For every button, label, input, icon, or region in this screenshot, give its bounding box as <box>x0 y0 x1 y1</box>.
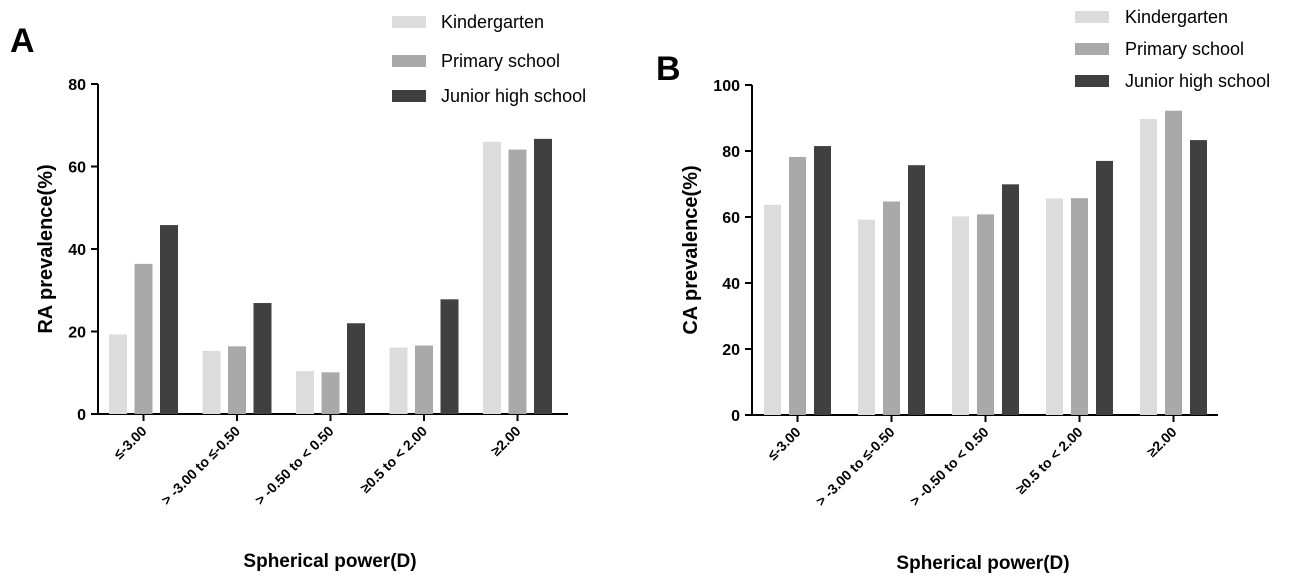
bar-primary-school <box>508 149 527 414</box>
y-axis-label: CA prevalence(%) <box>680 165 702 334</box>
panel-label: B <box>656 50 681 88</box>
y-tick-label: 60 <box>722 210 740 227</box>
bar-primary-school <box>1071 198 1088 415</box>
bar-junior-high-school <box>534 138 552 415</box>
y-tick-label: 40 <box>68 242 86 259</box>
bar-primary-school <box>789 156 806 415</box>
bar-primary-school <box>1165 110 1182 416</box>
legend-swatch <box>392 55 426 67</box>
x-tick-label: ≥0.5 to < 2.00 <box>357 423 430 496</box>
bar-junior-high-school <box>160 225 178 414</box>
legend-swatch <box>392 90 426 102</box>
y-tick-label: 0 <box>77 407 86 424</box>
legend-label: Kindergarten <box>1125 7 1228 27</box>
legend-swatch <box>392 16 426 28</box>
y-tick-label: 20 <box>722 342 740 359</box>
legend-swatch <box>1075 43 1109 55</box>
bar-primary-school <box>883 201 900 415</box>
legend-label: Junior high school <box>441 86 586 106</box>
bar-kindergarten <box>1046 198 1063 415</box>
bar-kindergarten <box>858 219 875 415</box>
x-tick-label: ≤-3.00 <box>764 424 803 463</box>
legend-label: Primary school <box>441 51 560 71</box>
bar-junior-high-school <box>1002 184 1019 415</box>
y-axis-label: RA prevalence(%) <box>35 164 57 333</box>
x-tick-label: > -3.00 to ≤-0.50 <box>158 423 243 508</box>
bar-kindergarten <box>202 350 221 414</box>
panel-label: A <box>10 22 35 60</box>
bar-kindergarten <box>952 216 969 415</box>
x-tick-label: ≥2.00 <box>1144 424 1180 460</box>
y-tick-label: 40 <box>722 276 740 293</box>
bar-junior-high-school <box>908 165 925 415</box>
legend-swatch <box>1075 11 1109 23</box>
legend-label: Kindergarten <box>441 12 544 32</box>
x-tick-label: ≤-3.00 <box>110 423 149 462</box>
bar-kindergarten <box>296 371 314 414</box>
y-tick-label: 80 <box>722 144 740 161</box>
bar-primary-school <box>977 214 994 415</box>
bar-junior-high-school <box>1096 160 1113 415</box>
bar-primary-school <box>415 345 433 414</box>
x-tick-label: > -0.50 to < 0.50 <box>252 423 337 508</box>
legend-label: Junior high school <box>1125 71 1270 91</box>
bar-kindergarten <box>764 204 781 415</box>
legend-label: Primary school <box>1125 39 1244 59</box>
bar-junior-high-school <box>814 146 831 416</box>
bar-kindergarten <box>483 141 501 414</box>
x-tick-label: > -3.00 to ≤-0.50 <box>812 424 897 509</box>
bar-primary-school <box>228 346 246 414</box>
x-tick-label: ≥0.5 to < 2.00 <box>1012 424 1085 497</box>
bar-junior-high-school <box>440 299 459 414</box>
x-tick-label: > -0.50 to < 0.50 <box>907 424 992 509</box>
x-axis-label: Spherical power(D) <box>243 551 416 572</box>
bar-junior-high-school <box>1190 140 1207 416</box>
bar-kindergarten <box>389 347 408 414</box>
y-tick-label: 20 <box>68 325 86 342</box>
chart-panel-a: A 0 20 40 60 80 RA prevalence(%) Spherical powe… <box>10 12 586 572</box>
y-tick-label: 80 <box>68 77 86 94</box>
bar-kindergarten <box>1140 118 1157 416</box>
x-tick-label: ≥2.00 <box>488 423 524 459</box>
legend-swatch <box>1075 75 1109 87</box>
x-axis-label: Spherical power(D) <box>896 553 1069 574</box>
bar-junior-high-school <box>253 303 272 414</box>
y-tick-label: 100 <box>713 78 740 95</box>
chart-panel-b: B 0 20 40 60 80 100 CA prevalence(%) Spherical p… <box>656 7 1270 574</box>
bar-kindergarten <box>109 334 127 414</box>
y-tick-label: 0 <box>731 408 740 425</box>
bar-primary-school <box>134 263 153 414</box>
y-tick-label: 60 <box>68 160 86 177</box>
legend: Kindergarten Primary school Junior high sc… <box>392 12 586 106</box>
bar-junior-high-school <box>347 323 365 414</box>
legend: Kindergarten Primary school Junior high sc… <box>1075 7 1270 91</box>
bar-primary-school <box>321 372 340 414</box>
